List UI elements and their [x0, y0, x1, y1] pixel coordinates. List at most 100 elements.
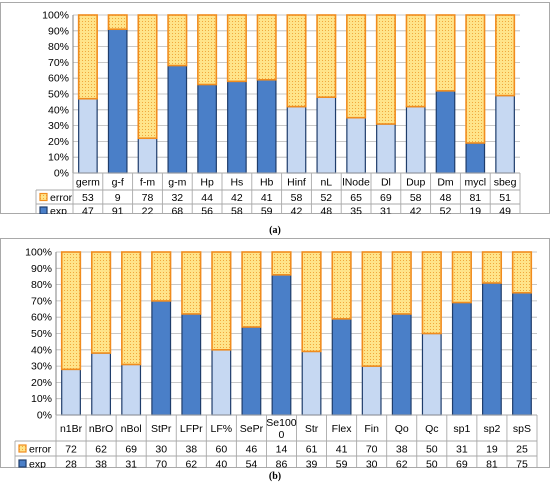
- bar-exp-Hs: [227, 80, 247, 174]
- y-tick-label: 70%: [48, 57, 69, 69]
- category-label: Flex: [332, 423, 353, 435]
- table-value: 86: [276, 459, 288, 469]
- category-label: SePr: [240, 423, 264, 435]
- bar-exp-sbeg: [495, 94, 515, 174]
- bar-error-Dl: [375, 14, 396, 125]
- bar-error-Hp: [197, 14, 218, 86]
- table-value: 70: [155, 459, 167, 469]
- bar-exp-Dup: [405, 106, 426, 174]
- table-value: 39: [306, 459, 318, 469]
- bar-exp-Se1000: [271, 274, 292, 416]
- bar-exp-mycl: [465, 142, 486, 174]
- y-tick-label: 80%: [48, 41, 69, 53]
- bar-exp-Qc: [421, 332, 442, 416]
- category-label: Hp: [200, 177, 214, 189]
- category-label: germ: [76, 177, 100, 189]
- y-tick-label: 20%: [48, 136, 69, 148]
- bar-error-Str: [301, 251, 322, 353]
- category-label-line: Se100: [266, 417, 297, 429]
- table-value: 30: [155, 444, 167, 456]
- bar-exp-Hinf: [286, 106, 307, 174]
- bar-error-nBrO: [90, 251, 112, 354]
- table-value: 42: [231, 192, 243, 204]
- y-tick-label: 10%: [48, 152, 69, 164]
- table-value: 47: [82, 206, 94, 215]
- bar-exp-f-m: [137, 137, 158, 174]
- legend-key-error: [39, 192, 48, 202]
- table-value: 31: [125, 459, 137, 469]
- bar-exp-LFPr: [181, 313, 202, 416]
- chart-a: 0% 10% 20% 30% 40% 50% 60% 70% 80% 90% 100% germ g-f…: [0, 2, 550, 214]
- table-value: 56: [201, 206, 213, 215]
- bar-error-mycl: [465, 14, 486, 144]
- category-label: sp2: [483, 423, 500, 435]
- chart-panel-a: 0% 10% 20% 30% 40% 50% 60% 70% 80% 90% 100% germ g-f…: [0, 2, 550, 214]
- bar-error-Qc: [421, 251, 442, 335]
- legend-key-exp: [39, 206, 48, 214]
- bar-error-Dup: [405, 14, 426, 108]
- category-label: g-m: [168, 177, 186, 189]
- table-value: 62: [185, 459, 197, 469]
- category-label: LF%: [211, 423, 233, 435]
- bar-error-StPr: [151, 251, 172, 302]
- bar-exp-nBol: [121, 363, 142, 416]
- table-value: 70: [366, 444, 378, 456]
- table-value: 81: [469, 192, 481, 204]
- y-tick-label: 100%: [42, 10, 69, 22]
- table-value: 68: [171, 206, 183, 215]
- table-value: 51: [499, 192, 511, 204]
- table-value: 40: [216, 459, 228, 469]
- table-value: 42: [291, 206, 303, 215]
- bar-exp-n1Br: [61, 368, 81, 416]
- table-value: 58: [410, 192, 422, 204]
- y-tick-label: 30%: [31, 361, 52, 373]
- table-value: 62: [95, 444, 107, 456]
- table-value: 65: [350, 192, 362, 204]
- bar-exp-germ: [78, 98, 98, 174]
- caption-a: (a): [269, 225, 281, 236]
- y-tick-label: 60%: [31, 312, 52, 324]
- table-value: 22: [142, 206, 154, 215]
- bar-exp-spS: [512, 292, 532, 416]
- bar-exp-StPr: [151, 300, 172, 416]
- category-label: StPr: [151, 423, 172, 435]
- category-label: f-m: [140, 177, 155, 189]
- category-label: Hinf: [287, 177, 306, 189]
- legend-label: exp: [50, 206, 67, 215]
- chart-panel-b: 0% 10% 20% 30% 40% 50% 60% 70% 80% 90% 100% n1Br nBr…: [0, 238, 550, 468]
- bar-error-g-m: [167, 14, 188, 67]
- category-label: Qc: [425, 423, 438, 435]
- table-value: 59: [261, 206, 273, 215]
- category-label: LFPr: [180, 423, 203, 435]
- bar-error-g-f: [107, 14, 128, 31]
- bar-error-nBol: [121, 251, 142, 366]
- category-label: Dl: [381, 177, 391, 189]
- table-value: 52: [320, 192, 332, 204]
- y-tick-label: 50%: [48, 89, 69, 101]
- category-label: Str: [305, 423, 319, 435]
- category-label: spS: [513, 423, 531, 435]
- bar-error-LF%: [211, 251, 232, 351]
- y-tick-label: 70%: [31, 295, 52, 307]
- bar-exp-g-m: [167, 64, 188, 174]
- table-value: 60: [216, 444, 228, 456]
- category-label: Dm: [437, 177, 454, 189]
- table-value: 14: [276, 444, 288, 456]
- bar-error-sp2: [481, 251, 503, 284]
- category-label: mycl: [465, 177, 487, 189]
- table-value: 69: [456, 459, 468, 469]
- bar-error-germ: [77, 14, 98, 100]
- table-value: 52: [440, 206, 452, 215]
- bar-error-Qo: [391, 251, 412, 315]
- y-tick-label: 90%: [31, 263, 52, 275]
- y-tick-label: 40%: [31, 344, 52, 356]
- table-value: 58: [291, 192, 303, 204]
- table-value: 44: [201, 192, 213, 204]
- table-value: 59: [336, 459, 348, 469]
- category-label: Fin: [364, 423, 379, 435]
- table-value: 48: [440, 192, 452, 204]
- bar-exp-Fin: [361, 365, 382, 416]
- bar-error-n1Br: [60, 251, 82, 371]
- category-label: Hs: [230, 177, 243, 189]
- table-value: 28: [65, 459, 77, 469]
